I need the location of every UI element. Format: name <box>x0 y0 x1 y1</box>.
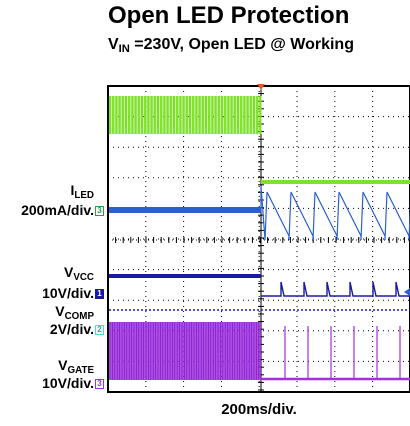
vcomp-sub: COMP <box>64 311 94 322</box>
subtitle-rest: =230V, Open LED @ Working <box>129 36 354 53</box>
series-vgate-after <box>284 326 401 379</box>
subtitle-v: V <box>108 36 119 53</box>
x-axis-label: 200ms/div. <box>221 401 297 418</box>
vcc-ref-marker <box>404 288 410 296</box>
vcomp-name: V <box>55 303 65 319</box>
chart-subtitle: VIN =230V, Open LED @ Working <box>108 36 354 55</box>
vvcc-name: V <box>63 264 74 280</box>
ch3-marker-b: 3 <box>95 379 104 390</box>
series-vgate-texture <box>109 322 260 380</box>
label-iled-scale: 200mA/div. 3 <box>0 203 104 218</box>
ch1-marker: 1 <box>95 289 104 300</box>
vgate-scale: 10V/div. <box>42 375 94 391</box>
ch2-marker: 2 <box>95 325 104 336</box>
trigger-marker <box>257 84 265 90</box>
label-vgate-scale: 10V/div. 3 <box>0 376 104 391</box>
vgate-name: V <box>58 357 68 373</box>
series-vcc-after <box>261 281 410 297</box>
vvcc-sub: VCC <box>73 272 94 283</box>
ch3-marker-a: 3 <box>95 206 104 217</box>
series-green-before <box>108 96 262 134</box>
chart-title: Open LED Protection <box>108 2 350 29</box>
label-vcomp: VCOMP <box>0 304 94 324</box>
label-vcomp-scale: 2V/div. 2 <box>0 322 104 337</box>
vvcc-scale: 10V/div. <box>42 285 94 301</box>
vgate-sub: GATE <box>67 365 95 376</box>
label-vvcc: VVCC <box>0 265 94 285</box>
iled-scale: 200mA/div. <box>21 202 94 218</box>
iled-sub: LED <box>74 190 94 201</box>
series-vgate-before <box>109 322 261 380</box>
label-vgate: VGATE <box>0 358 94 378</box>
series-iled-before <box>109 207 261 213</box>
subtitle-sub: IN <box>118 43 130 55</box>
series-green-band <box>109 96 260 134</box>
vcomp-scale: 2V/div. <box>49 321 94 337</box>
series-iled-after <box>260 185 410 241</box>
label-vvcc-scale: 10V/div. 1 <box>0 286 104 301</box>
iled-name: I <box>70 182 75 198</box>
label-iled: ILED <box>0 182 95 203</box>
